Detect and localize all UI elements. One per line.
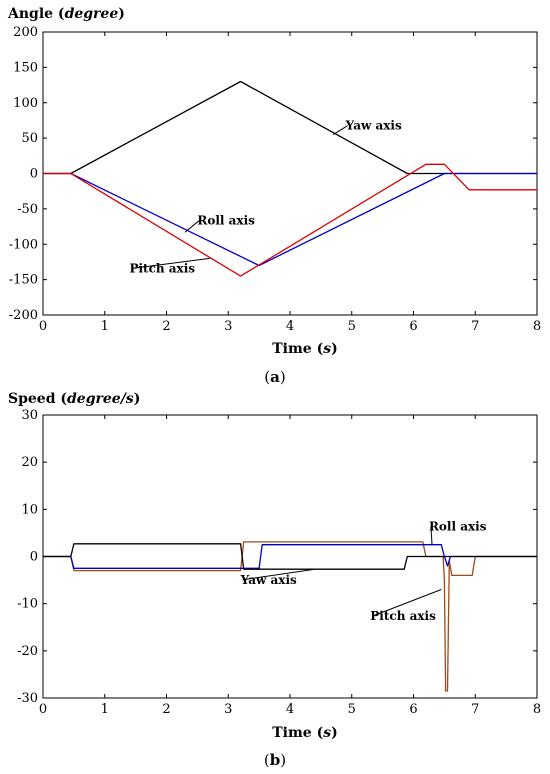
chart-a-ytick-label: -100 (9, 237, 38, 252)
chart-b-caption: (b) (264, 751, 286, 769)
chart-a-annotation-label: Roll axis (197, 213, 255, 227)
chart-b-annotation-label: Pitch axis (370, 609, 436, 623)
chart-b-series-yaw-axis (43, 543, 537, 570)
chart-a-caption: (a) (264, 368, 285, 386)
chart-b-xtick-label: 0 (39, 702, 47, 717)
chart-a-annotation-label: Yaw axis (345, 119, 402, 133)
chart-a-plot: 0 1 2 3 4 5 6 7 8 -200 -150 -100 -50 0 50 100 150 200 Yaw … (9, 25, 541, 334)
chart-a-xtick-label: 0 (39, 319, 47, 334)
chart-b-ytick-label: -10 (17, 597, 38, 612)
chart-b-title: Speed (degree/s) (8, 391, 140, 407)
chart-b-annotation-label: Roll axis (429, 520, 487, 534)
chart-b-annotation-leader (242, 568, 315, 581)
chart-b-xtick-label: 8 (533, 702, 541, 717)
chart-b-annotation-leader (430, 526, 433, 545)
chart-a-xtick-label: 8 (533, 319, 541, 334)
chart-b-xtick-label: 4 (286, 702, 294, 717)
chart-a-xtick-label: 4 (286, 319, 294, 334)
chart-a-xtick-label: 7 (471, 319, 479, 334)
chart-b-plot: 0 1 2 3 4 5 6 7 8 -30 -20 -10 0 10 20 30 Roll axis Yaw ax… (17, 408, 541, 717)
chart-b-ytick-label: -20 (17, 644, 38, 659)
chart-b-xtick-label: 1 (101, 702, 109, 717)
chart-b-ytick-label: -30 (17, 691, 38, 706)
chart-a-ytick-label: 50 (21, 131, 38, 146)
chart-a-ytick-label: 100 (13, 96, 38, 111)
chart-a-ytick-label: -150 (9, 273, 38, 288)
chart-b-xtick-label: 3 (224, 702, 232, 717)
chart-a-ytick-label: 0 (30, 167, 38, 182)
chart-a-annotation-leader (332, 125, 348, 136)
chart-b-xtick-label: 5 (348, 702, 356, 717)
chart-a-xlabel: Time (s) (272, 341, 337, 357)
chart-b-annotation-leader (372, 589, 442, 617)
chart-b-xtick-label: 7 (471, 702, 479, 717)
chart-a-series-yaw-axis (43, 80, 537, 175)
chart-b-ytick-label: 10 (21, 502, 38, 517)
chart-a-ytick-label: -200 (9, 308, 38, 323)
chart-a-series-pitch-axis (43, 163, 537, 277)
chart-b-annotation-label: Yaw axis (240, 573, 297, 587)
chart-a-title: Angle (degree) (7, 6, 125, 22)
chart-a-xtick-label: 3 (224, 319, 232, 334)
chart-b-ytick-label: 0 (30, 550, 38, 565)
chart-b-xtick-label: 6 (409, 702, 417, 717)
chart-a-annotation-leader (131, 257, 210, 270)
chart-a-xtick-label: 5 (348, 319, 356, 334)
chart-a-annotation-leader (184, 220, 200, 233)
chart-a-xtick-label: 2 (162, 319, 170, 334)
chart-a-annotation-label: Pitch axis (129, 262, 195, 276)
chart-b-series-roll-axis (43, 544, 537, 569)
chart-a-xtick-label: 1 (101, 319, 109, 334)
chart-b-xtick-label: 2 (162, 702, 170, 717)
chart-a-ytick-label: -50 (17, 202, 38, 217)
chart-b-ytick-label: 30 (21, 408, 38, 423)
chart-a-series-roll-axis (43, 172, 537, 267)
chart-b-ytick-label: 20 (21, 455, 38, 470)
chart-a-xtick-label: 6 (409, 319, 417, 334)
chart-a-ytick-label: 200 (13, 25, 38, 40)
chart-b-xlabel: Time (s) (272, 725, 337, 741)
chart-b-series-pitch-axis (43, 541, 537, 692)
chart-a-ytick-label: 150 (13, 60, 38, 75)
